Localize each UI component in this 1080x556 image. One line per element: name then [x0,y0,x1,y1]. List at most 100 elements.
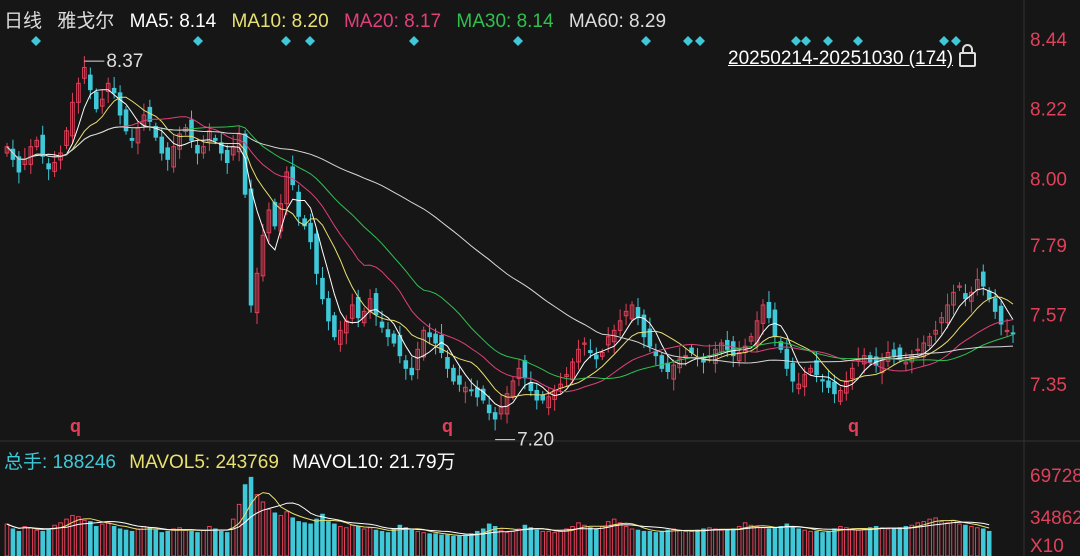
candle[interactable] [963,293,968,300]
volume-bar[interactable] [665,529,671,556]
candle[interactable] [605,336,611,346]
candle[interactable] [599,352,605,357]
volume-bar[interactable] [213,528,218,556]
volume-bar[interactable] [760,527,766,556]
volume-bar[interactable] [135,528,141,556]
volume-bar[interactable] [629,528,635,556]
candle[interactable] [34,139,40,148]
candle[interactable] [373,293,379,316]
event-diamond-marker[interactable] [305,36,315,46]
volume-bar[interactable] [88,521,93,556]
event-diamond-marker[interactable] [801,36,811,46]
volume-bar[interactable] [344,527,349,556]
candle[interactable] [986,290,992,300]
volume-bar[interactable] [296,521,301,556]
volume-bar[interactable] [451,535,456,556]
candle[interactable] [46,163,51,170]
volume-bar[interactable] [403,527,409,556]
candle[interactable] [778,341,784,350]
volume-bar[interactable] [16,530,22,556]
candle[interactable] [748,336,754,342]
candle[interactable] [623,310,629,317]
volume-bar[interactable] [117,528,123,556]
candle[interactable] [409,367,415,376]
volume-bar[interactable] [778,526,784,556]
candle[interactable] [522,360,528,379]
volume-bar[interactable] [272,512,278,556]
volume-bar[interactable] [730,528,736,556]
candle[interactable] [802,374,807,388]
volume-bar[interactable] [218,530,224,556]
event-q-mark[interactable]: q [848,416,859,436]
volume-bar[interactable] [52,524,57,556]
volume-bar[interactable] [927,518,932,556]
volume-bar[interactable] [379,530,385,556]
candle[interactable] [790,362,796,382]
volume-bar[interactable] [975,527,980,556]
volume-bar[interactable] [808,530,813,556]
volume-bar[interactable] [427,533,432,556]
volume-bar[interactable] [111,526,117,556]
candle[interactable] [415,348,421,371]
volume-bar[interactable] [34,529,40,556]
volume-bar[interactable] [772,527,778,556]
volume-bar[interactable] [165,530,170,556]
candle[interactable] [486,404,492,414]
volume-bar[interactable] [421,532,426,556]
candle[interactable] [850,367,855,379]
volume-bar[interactable] [159,532,165,556]
volume-bar[interactable] [855,529,861,556]
date-range[interactable]: 20250214-20251030 (174) [728,44,977,70]
volume-bar[interactable] [641,530,647,556]
volume-bar[interactable] [701,528,706,556]
candle[interactable] [629,304,635,320]
candle[interactable] [326,298,331,322]
candle[interactable] [213,137,218,141]
candle[interactable] [391,333,397,344]
volume-bar[interactable] [879,527,885,556]
candle[interactable] [290,166,296,186]
candle[interactable] [260,234,266,277]
candle[interactable] [540,394,546,401]
volume-bar[interactable] [504,532,510,556]
candle[interactable] [915,348,921,352]
volume-bar[interactable] [195,532,200,556]
candle[interactable] [296,191,301,217]
event-q-mark[interactable]: q [70,416,81,436]
volume-bar[interactable] [885,528,891,556]
volume-bar[interactable] [326,521,331,556]
lock-icon[interactable] [959,44,977,67]
candle[interactable] [284,171,290,205]
volume-bar[interactable] [867,527,873,556]
volume-bar[interactable] [540,530,546,556]
candle[interactable] [897,347,903,360]
candle[interactable] [998,305,1004,325]
volume-bar[interactable] [290,517,296,556]
volume-bar[interactable] [897,527,903,556]
volume-bar[interactable] [177,527,182,556]
volume-bar[interactable] [802,529,807,556]
candle[interactable] [951,291,956,306]
volume-bar[interactable] [82,519,87,556]
volume-bar[interactable] [748,524,754,556]
volume-bar[interactable] [153,529,159,556]
event-diamond-marker[interactable] [281,36,291,46]
candle[interactable] [546,396,551,409]
candle[interactable] [314,233,319,274]
volume-bar[interactable] [457,535,462,556]
volume-bar[interactable] [611,518,617,556]
event-diamond-marker[interactable] [695,36,705,46]
volume-bar[interactable] [391,528,397,556]
candle[interactable] [980,271,986,287]
event-diamond-marker[interactable] [853,36,863,46]
volume-bar[interactable] [951,519,956,556]
candle[interactable] [510,380,516,397]
volume-bar[interactable] [980,528,986,556]
volume-bar[interactable] [105,522,111,556]
volume-bar[interactable] [933,517,938,556]
candle[interactable] [129,137,135,141]
candle[interactable] [754,320,760,345]
candle[interactable] [88,74,93,91]
candle[interactable] [576,348,581,363]
candle[interactable] [302,218,307,227]
